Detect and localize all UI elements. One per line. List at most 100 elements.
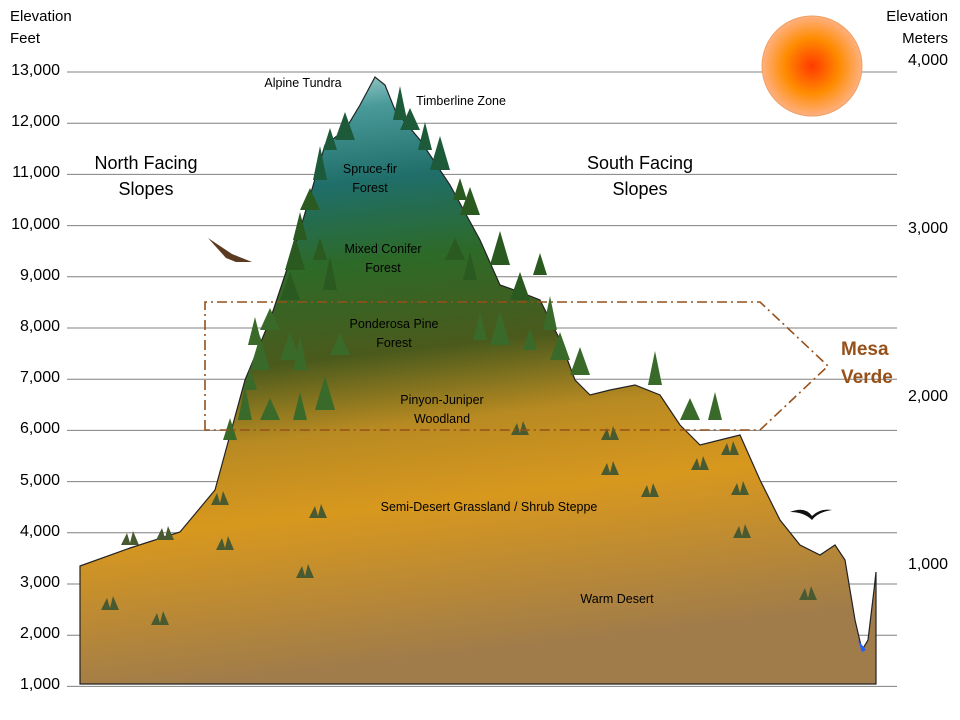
right-tick-label: 4,000 [907, 52, 948, 69]
mesa-verde-label: Mesa Verde [841, 336, 893, 392]
zone-semi-desert: Semi-Desert Grassland / Shrub Steppe [380, 500, 598, 514]
tree-icon [460, 187, 480, 215]
shrub-icon [721, 441, 739, 455]
mountain-profile [79, 76, 877, 685]
shrub-icon [156, 526, 174, 540]
shrub-icon [799, 586, 817, 600]
mesa-line1: Mesa [841, 339, 889, 360]
right-tick-label: 1,000 [907, 556, 948, 573]
left-axis-title-line1: Elevation [10, 8, 72, 25]
shrub-icon [101, 596, 119, 610]
shrub-icon [601, 461, 619, 475]
zone-mixed-conifer: Mixed Conifer Forest [344, 240, 421, 278]
south-line2: Slopes [612, 179, 668, 199]
tree-icon [313, 238, 327, 260]
tree-icon [445, 238, 465, 260]
tree-icon [335, 112, 355, 140]
tree-icon [430, 136, 450, 170]
shrub-icon [733, 524, 751, 538]
left-tick-label: 9,000 [19, 266, 60, 284]
right-axis-title: Elevation Meters [886, 6, 948, 50]
tree-icon [250, 336, 270, 370]
tree-icon [453, 178, 467, 200]
mixed-line2: Forest [365, 261, 401, 275]
tree-icon [533, 253, 547, 275]
tree-icon [285, 236, 305, 270]
ponderosa-line2: Forest [376, 336, 412, 350]
spruce-line1: Spruce-fir [342, 162, 398, 176]
tree-icon [550, 332, 570, 360]
tree-icon [510, 272, 530, 300]
tree-icon [313, 146, 327, 180]
mesa-line2: Verde [841, 367, 893, 388]
shrub-icon [211, 491, 229, 505]
tree-icon [293, 336, 307, 370]
right-axis-title-line1: Elevation [886, 8, 948, 25]
water-pool [858, 640, 866, 652]
tree-icon [393, 86, 407, 120]
tree-icon [280, 332, 300, 360]
tree-icon [243, 368, 257, 390]
mesa-verde-outline [204, 301, 830, 431]
right-axis-title-line2: Meters [902, 30, 948, 47]
eagle-icon [208, 238, 252, 262]
right-tick-label: 2,000 [907, 388, 948, 405]
left-tick-label: 12,000 [11, 113, 60, 131]
zone-alpine-tundra: Alpine Tundra [264, 76, 342, 90]
left-tick-label: 6,000 [19, 420, 60, 438]
tree-icon [260, 308, 280, 330]
left-tick-label: 13,000 [11, 62, 60, 79]
shrub-icon [511, 421, 529, 435]
bird-icon [790, 509, 832, 520]
tree-icon [418, 122, 432, 150]
tree-icon [400, 108, 420, 130]
shrub-icon [691, 456, 709, 470]
sun-icon [761, 15, 863, 117]
mixed-line1: Mixed Conifer [344, 242, 422, 256]
left-tick-label: 2,000 [19, 625, 60, 643]
ponderosa-line1: Ponderosa Pine [349, 317, 439, 331]
shrub-icon [641, 483, 659, 497]
tree-icon [223, 418, 237, 440]
tree-icon [543, 296, 557, 330]
left-tick-label: 8,000 [19, 318, 60, 335]
tree-icon [323, 256, 337, 290]
left-tick-label: 10,000 [11, 215, 60, 233]
tree-icon [523, 328, 537, 350]
north-line2: Slopes [118, 179, 174, 199]
tree-icon [293, 212, 307, 240]
tree-icon [315, 376, 335, 410]
shrub-icon [296, 564, 314, 578]
tree-icon [280, 272, 300, 300]
left-axis-title: Elevation Feet [10, 6, 72, 50]
pinyon-line2: Woodland [413, 412, 471, 426]
tree-icon [473, 312, 487, 340]
tree-icon [708, 392, 722, 420]
shrub-icon [216, 536, 234, 550]
left-axis-title-line2: Feet [10, 30, 41, 47]
tree-icon [680, 398, 700, 420]
right-tick-label: 3,000 [907, 220, 948, 237]
shrub-icon [309, 504, 327, 518]
shrub-icon [151, 611, 169, 625]
zone-pinyon-juniper: Pinyon-Juniper Woodland [400, 391, 483, 429]
tree-icon [648, 351, 662, 385]
zone-warm-desert: Warm Desert [580, 592, 654, 606]
pinyon-line1: Pinyon-Juniper [400, 393, 484, 407]
north-facing-label: North Facing Slopes [94, 150, 197, 202]
south-facing-label: South Facing Slopes [587, 150, 693, 202]
tree-icon [293, 392, 307, 420]
tree-icon [323, 128, 337, 150]
left-tick-label: 11,000 [12, 164, 60, 182]
left-tick-label: 4,000 [19, 522, 60, 540]
tree-icon [490, 231, 510, 265]
zone-spruce-fir: Spruce-fir Forest [343, 160, 397, 198]
tree-icon [248, 317, 262, 345]
spruce-line2: Forest [352, 181, 388, 195]
tree-icon [463, 252, 477, 280]
north-line1: North Facing [94, 153, 198, 173]
zone-ponderosa: Ponderosa Pine Forest [350, 315, 439, 353]
tree-icon [490, 311, 510, 345]
zone-timberline: Timberline Zone [416, 94, 506, 108]
